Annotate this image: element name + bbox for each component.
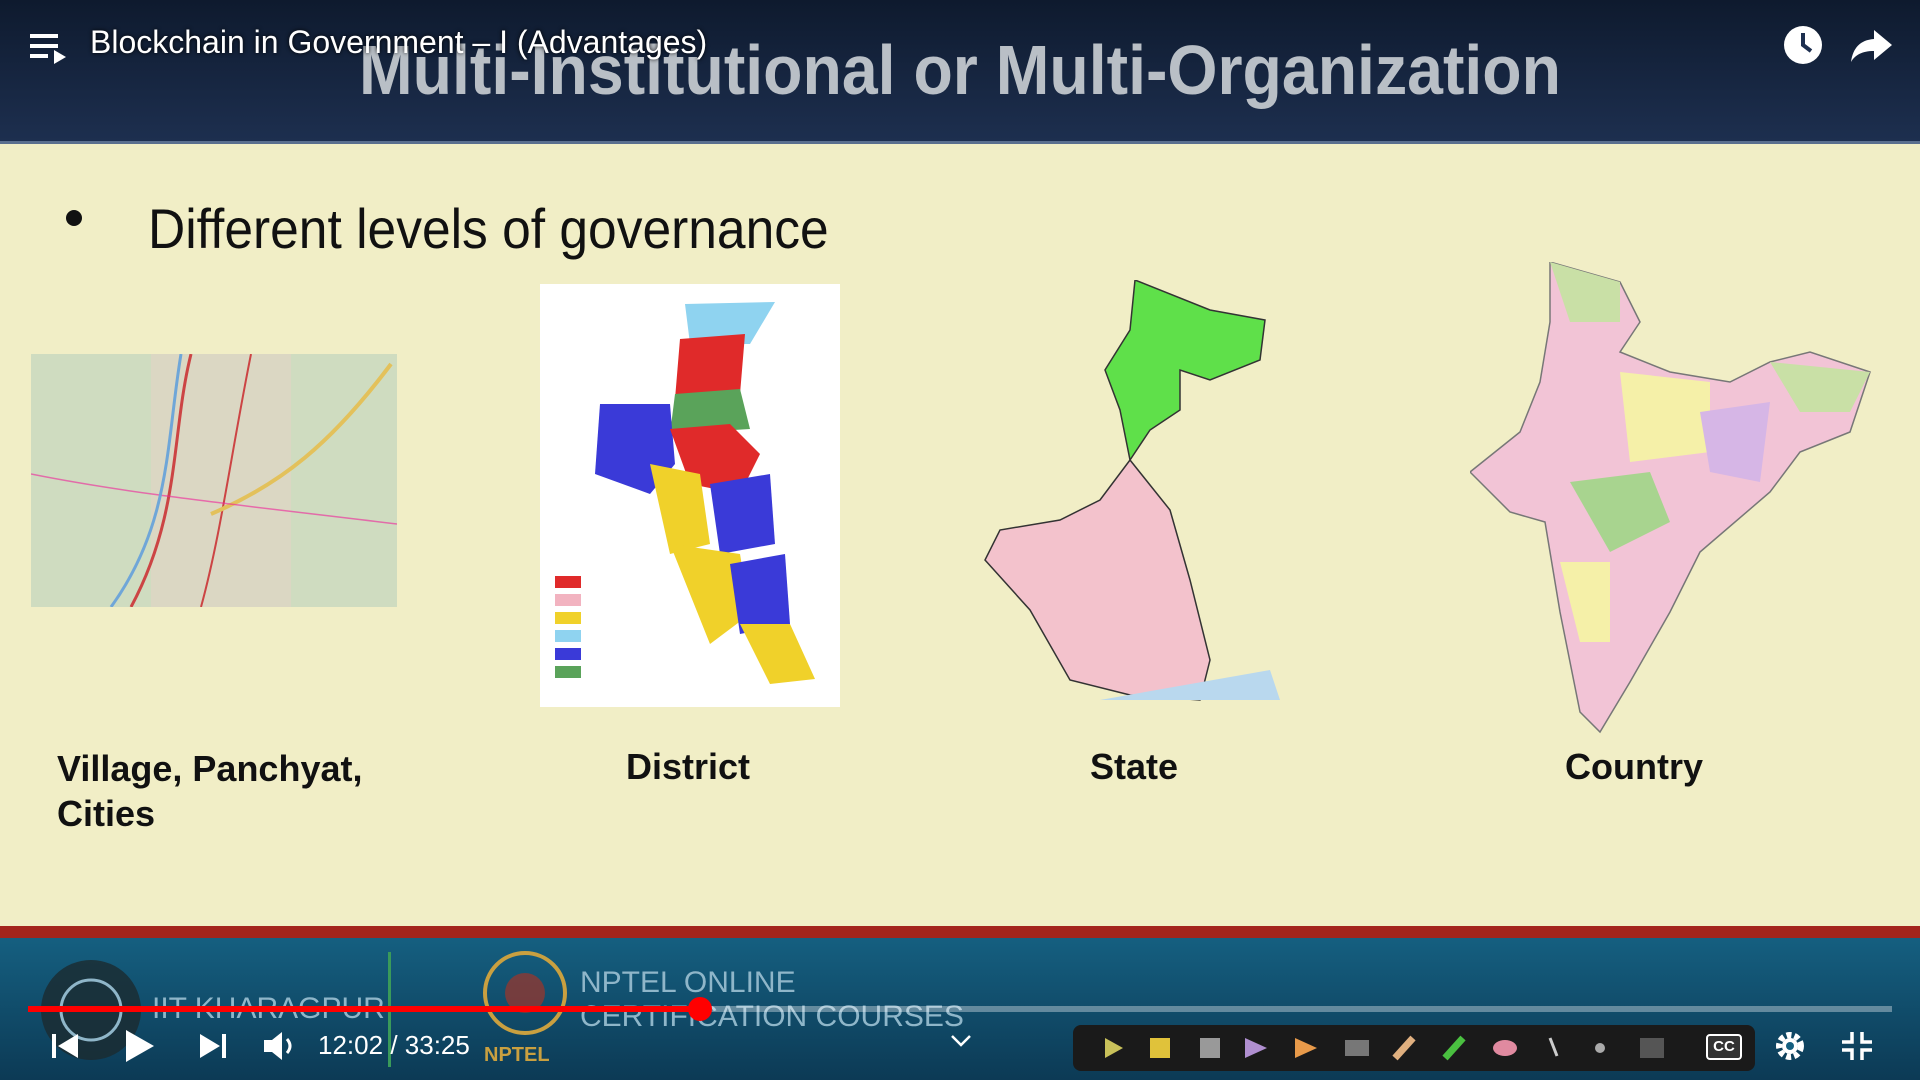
- chapter-chevron[interactable]: [950, 1034, 972, 1048]
- program-line: NPTEL ONLINE: [580, 966, 796, 999]
- captions-button[interactable]: CC: [1706, 1034, 1742, 1060]
- play-button[interactable]: [124, 1028, 156, 1064]
- current-time: 12:02: [318, 1030, 384, 1060]
- progress-track[interactable]: [28, 1006, 1892, 1012]
- time-display: 12:02 / 33:25: [318, 1030, 470, 1061]
- watch-later-icon[interactable]: [1783, 25, 1823, 65]
- village-map: [31, 354, 397, 607]
- bullet-text: Different levels of governance: [148, 197, 829, 260]
- slide-header: [0, 0, 1920, 144]
- exit-fullscreen-button[interactable]: [1842, 1032, 1872, 1060]
- share-icon[interactable]: [1850, 28, 1894, 64]
- previous-button[interactable]: [52, 1032, 82, 1060]
- nptel-logo-text: NPTEL: [484, 1044, 550, 1066]
- volume-button[interactable]: [262, 1030, 298, 1062]
- bullet-dot: [66, 210, 82, 226]
- level-label: District: [625, 746, 751, 787]
- district-map: [540, 284, 840, 707]
- program-line: CERTIFICATION COURSES: [580, 1000, 964, 1033]
- state-map: [984, 280, 1280, 701]
- country-map: [1470, 262, 1871, 734]
- video-title[interactable]: Blockchain in Government – I (Advantages…: [90, 24, 708, 60]
- duration: 33:25: [404, 1030, 470, 1060]
- progress-scrubber[interactable]: [688, 997, 712, 1021]
- time-separator: /: [390, 1030, 398, 1060]
- slide-title: Multi-Institutional or Multi-Organizatio…: [359, 31, 1561, 109]
- level-label: State: [1089, 746, 1179, 787]
- playlist-icon[interactable]: [30, 32, 70, 64]
- level-label: Country: [1565, 746, 1703, 787]
- progress-played: [28, 1006, 700, 1012]
- annotation-tools[interactable]: [1095, 1030, 1695, 1066]
- nptel-logo: [483, 951, 567, 1035]
- next-button[interactable]: [198, 1032, 228, 1060]
- settings-button[interactable]: [1774, 1030, 1806, 1062]
- slide-divider: [0, 926, 1920, 938]
- level-label: Village, Panchyat, Cities: [57, 748, 363, 834]
